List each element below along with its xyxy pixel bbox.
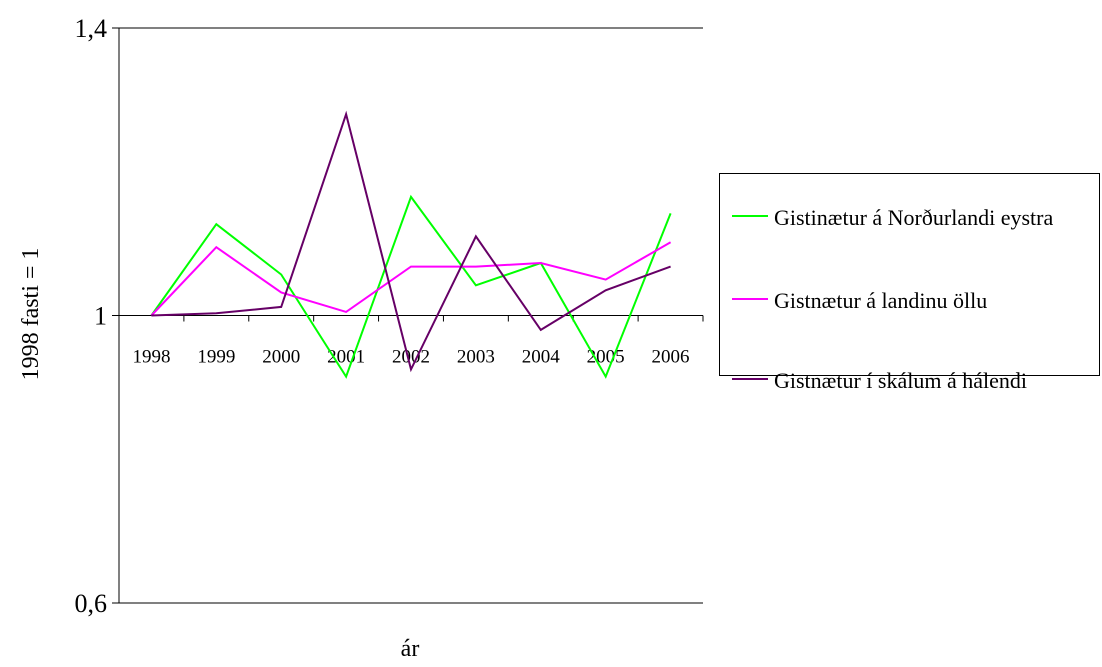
y-tick-label-1: 1	[94, 302, 107, 331]
x-tick-label-2003: 2003	[457, 347, 495, 368]
x-tick-label-2002: 2002	[392, 347, 430, 368]
series-line-2	[151, 110, 671, 373]
x-tick-label-2006: 2006	[652, 347, 690, 368]
legend-label-landid: Gistnætur á landinu öllu	[774, 288, 988, 313]
x-tick-label-2004: 2004	[522, 347, 561, 368]
legend-item-nordurland: Gistinætur á Norðurlandi eystra	[732, 202, 1074, 233]
legend-label-halendi: Gistnætur í skálum á hálendi	[774, 368, 1027, 393]
x-tick-label-2000: 2000	[262, 347, 300, 368]
series-line-0	[150, 194, 672, 379]
x-axis-ticks: 1998 1999 2000 2001 2002 2003 2004 2005 2006	[118, 315, 704, 368]
x-tick-label-2005: 2005	[587, 347, 625, 368]
x-tick-label-1999: 1999	[197, 347, 235, 368]
series-line-1	[150, 241, 672, 317]
y-axis-label: 1998 fasti = 1	[18, 248, 44, 381]
chart-legend: Gistinætur á Norðurlandi eystra Gistnætu…	[719, 173, 1100, 393]
chart-series	[150, 110, 672, 379]
legend-item-landid: Gistnætur á landinu öllu	[732, 285, 987, 316]
y-axis-ticks: 1,4 1 0,6	[75, 14, 703, 618]
y-tick-label-0: 1,4	[75, 14, 108, 43]
y-tick-label-2: 0,6	[75, 589, 108, 618]
legend-swatch-nordurland	[732, 215, 768, 217]
legend-label-nordurland: Gistinætur á Norðurlandi eystra	[774, 205, 1054, 230]
legend-swatch-landid	[732, 298, 768, 300]
x-axis-label: ár	[401, 636, 420, 662]
legend-swatch-halendi	[732, 378, 768, 380]
x-tick-label-1998: 1998	[132, 347, 170, 368]
legend-item-halendi: Gistnætur í skálum á hálendi	[732, 365, 1027, 396]
